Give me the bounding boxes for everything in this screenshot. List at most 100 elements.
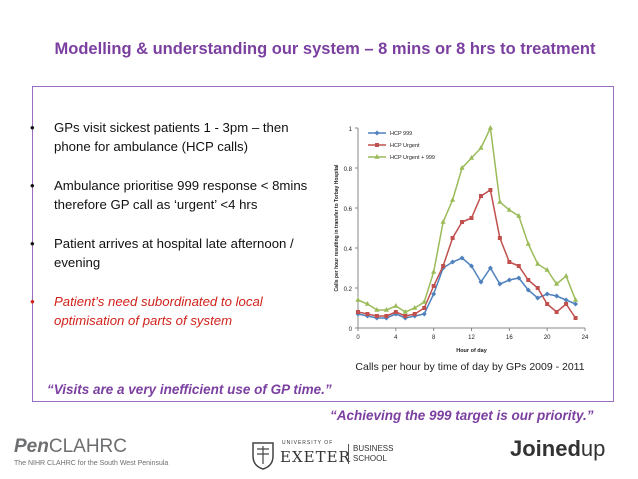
x-tick-label: 20 — [544, 335, 551, 341]
data-point — [469, 263, 474, 269]
data-point — [441, 264, 446, 268]
penclahrc-subtitle: The NIHR CLAHRC for the South West Penin… — [14, 460, 169, 467]
bullet-text: Patient arrives at hospital late afterno… — [54, 236, 294, 270]
data-point — [374, 314, 379, 318]
data-point — [478, 279, 484, 285]
data-point — [450, 236, 455, 240]
data-point — [431, 291, 437, 297]
data-point — [544, 291, 550, 297]
exeter-crest-icon — [252, 442, 274, 470]
footer-logos: PenCLAHRC The NIHR CLAHRC for the South … — [0, 434, 638, 479]
data-point — [374, 307, 380, 312]
y-axis-label: Calls per hour resulting in transfer to … — [334, 164, 340, 291]
data-point — [573, 316, 578, 320]
data-point — [384, 314, 389, 318]
data-point — [525, 287, 531, 293]
data-point — [431, 269, 437, 274]
y-tick-label: 0.2 — [344, 287, 353, 293]
slide-title: Modelling & understanding our system – 8… — [54, 40, 596, 58]
exeter-logo: UNIVERSITY OF EXETER BUSINESS SCHOOL — [250, 440, 393, 470]
data-point — [487, 265, 493, 271]
bullet-item: • Patient arrives at hospital late after… — [30, 234, 322, 272]
data-point — [459, 255, 465, 261]
bullet-dot-icon: • — [30, 120, 35, 135]
data-point — [403, 314, 408, 318]
legend-label: HCP 999 — [390, 131, 412, 137]
data-point — [564, 302, 569, 306]
y-tick-label: 0.4 — [344, 247, 353, 253]
bullet-text: Ambulance prioritise 999 response < 8min… — [54, 178, 308, 212]
data-point — [535, 295, 541, 301]
data-point — [572, 297, 579, 302]
data-point — [563, 273, 569, 278]
data-point — [421, 299, 427, 304]
data-point — [393, 303, 399, 308]
x-axis-label: Hour of day — [456, 348, 487, 354]
content-frame — [32, 86, 614, 402]
quote-gp-time: “Visits are a very inefficient use of GP… — [47, 382, 332, 397]
data-point — [422, 306, 427, 310]
series-line-1 — [357, 188, 577, 319]
data-point — [525, 241, 531, 246]
data-point — [535, 286, 540, 290]
data-point — [516, 213, 522, 218]
bullet-text: GPs visit sickest patients 1 - 3pm – the… — [54, 120, 289, 154]
data-point — [545, 302, 550, 306]
x-tick-label: 0 — [356, 335, 360, 341]
data-point — [573, 301, 579, 307]
bullet-dot-icon: • — [30, 236, 35, 251]
data-point — [383, 307, 389, 312]
bullet-dot-icon: • — [30, 178, 35, 193]
bullet-text: Patient’s need subordinated to local opt… — [54, 294, 263, 328]
data-point — [507, 260, 512, 264]
bullet-list: • GPs visit sickest patients 1 - 3pm – t… — [30, 118, 322, 350]
data-point — [516, 264, 521, 268]
data-point — [488, 188, 493, 192]
x-tick-label: 4 — [394, 335, 398, 341]
joinedup-logo: Joinedup — [510, 436, 606, 461]
data-point — [506, 277, 512, 283]
business-school-label: BUSINESS SCHOOL — [348, 444, 393, 464]
data-point — [478, 194, 483, 198]
data-point — [355, 297, 361, 302]
legend-marker — [374, 130, 380, 136]
x-tick-label: 24 — [582, 335, 589, 341]
calls-per-hour-chart: 0 0.2 0.4 0.6 0.8 1 0 4 8 12 16 20 24 Hour of day Call… — [334, 125, 589, 354]
data-point — [506, 207, 512, 212]
y-tick-label: 0.8 — [344, 167, 353, 173]
x-tick-label: 16 — [506, 335, 513, 341]
data-point — [459, 165, 465, 170]
y-tick-label: 0 — [349, 327, 353, 333]
data-point — [421, 311, 427, 317]
data-point — [440, 219, 446, 224]
bullet-dot-icon: • — [30, 294, 35, 309]
data-point — [402, 309, 408, 314]
data-point — [487, 125, 494, 130]
bullet-item-highlight: • Patient’s need subordinated to local o… — [30, 292, 322, 330]
data-point — [544, 267, 550, 272]
legend-marker — [374, 154, 380, 159]
data-point — [526, 278, 531, 282]
chart-caption: Calls per hour by time of day by GPs 200… — [355, 361, 585, 373]
data-point — [516, 275, 522, 281]
data-point — [554, 310, 559, 314]
quote-999-target: “Achieving the 999 target is our priorit… — [330, 408, 594, 423]
data-point — [364, 301, 371, 306]
legend-label: HCP Urgent + 999 — [390, 155, 435, 161]
data-point — [412, 312, 417, 316]
y-tick-label: 1 — [349, 127, 353, 133]
data-point — [356, 310, 360, 314]
data-point — [478, 145, 484, 150]
data-point — [365, 312, 370, 316]
data-point — [535, 261, 541, 266]
bullet-item: • Ambulance prioritise 999 response < 8m… — [30, 176, 322, 214]
data-point — [497, 281, 503, 287]
x-tick-label: 8 — [432, 335, 436, 341]
y-tick-label: 0.6 — [344, 207, 353, 213]
data-point — [460, 220, 465, 224]
data-point — [469, 216, 474, 220]
data-point — [497, 199, 503, 204]
penclahrc-logo: PenCLAHRC — [14, 436, 127, 457]
legend-label: HCP Urgent — [390, 143, 420, 149]
data-point — [450, 259, 456, 265]
